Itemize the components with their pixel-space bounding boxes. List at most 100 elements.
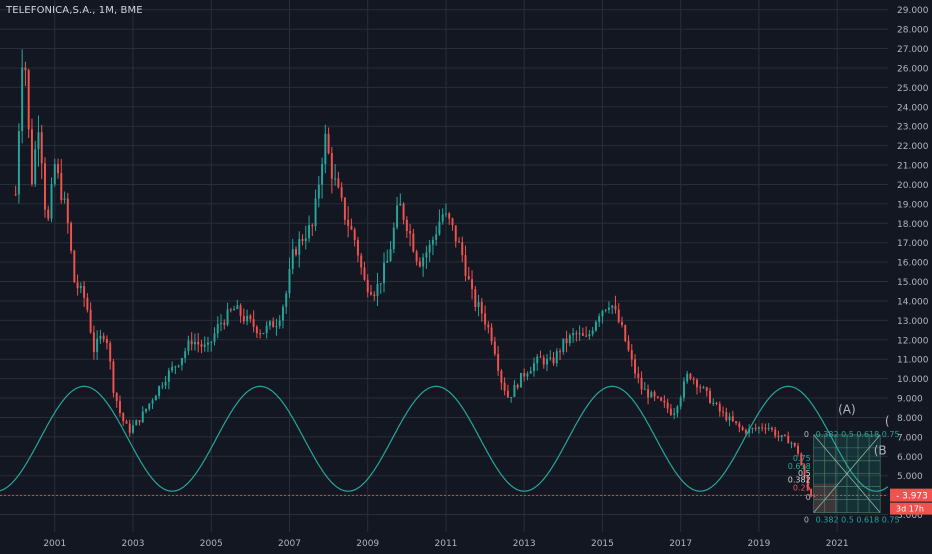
candle-body bbox=[461, 242, 464, 256]
candle-body bbox=[40, 132, 43, 164]
candle-body bbox=[53, 164, 56, 185]
candle-body bbox=[627, 341, 630, 351]
candle-body bbox=[591, 330, 594, 335]
y-tick-label: 25.000 bbox=[897, 84, 929, 94]
candle-body bbox=[484, 313, 487, 325]
x-tick-label: 2013 bbox=[513, 539, 536, 549]
candle-body bbox=[549, 357, 552, 359]
candle-body bbox=[161, 385, 164, 387]
candle-body bbox=[177, 365, 180, 367]
candle-body bbox=[744, 430, 747, 434]
candle-body bbox=[588, 334, 591, 337]
candle-body bbox=[405, 219, 408, 232]
y-tick-label: 18.000 bbox=[897, 220, 929, 230]
candle-body bbox=[30, 129, 33, 185]
candle-body bbox=[601, 310, 604, 317]
candle-body bbox=[539, 356, 542, 358]
sine-cycle-line bbox=[0, 385, 889, 492]
candle-body bbox=[431, 239, 434, 245]
candle-body bbox=[259, 333, 262, 335]
candle-body bbox=[510, 396, 513, 398]
candle-body bbox=[529, 370, 532, 374]
candle-body bbox=[171, 366, 174, 371]
candle-body bbox=[474, 289, 477, 308]
candle-body bbox=[813, 496, 816, 498]
y-tick-label: 6.000 bbox=[897, 453, 923, 463]
candle-body bbox=[370, 291, 372, 295]
fib-level-label: 0.618 bbox=[788, 462, 811, 471]
candle-body bbox=[216, 323, 219, 334]
candle-body bbox=[712, 402, 715, 404]
candle-body bbox=[731, 416, 734, 422]
y-tick-label: 12.000 bbox=[897, 336, 929, 346]
candle-body bbox=[718, 404, 721, 412]
y-tick-label: 20.000 bbox=[897, 181, 929, 191]
candle-body bbox=[787, 435, 790, 444]
candle-body bbox=[314, 198, 317, 227]
candle-body bbox=[184, 351, 187, 359]
candle-body bbox=[207, 342, 209, 345]
candle-body bbox=[425, 252, 428, 258]
candle-body bbox=[568, 335, 571, 344]
candle-body bbox=[356, 240, 359, 256]
candle-body bbox=[135, 420, 138, 426]
candle-body bbox=[226, 309, 229, 325]
candle-body bbox=[559, 351, 562, 353]
candle-body bbox=[806, 477, 809, 490]
candle-body bbox=[490, 327, 493, 342]
fib-level-label: 0.382 bbox=[788, 476, 811, 485]
candle-body bbox=[268, 321, 271, 326]
y-tick-label: 11.000 bbox=[897, 356, 929, 366]
candle-body bbox=[327, 133, 330, 154]
y-tick-label: 29.000 bbox=[897, 6, 929, 16]
candle-body bbox=[24, 67, 27, 71]
candle-body bbox=[14, 194, 17, 196]
candle-body bbox=[174, 366, 177, 368]
candle-body bbox=[722, 411, 725, 413]
candle-body bbox=[275, 326, 278, 328]
candle-body bbox=[396, 205, 399, 228]
candle-body bbox=[187, 340, 190, 352]
candle-body bbox=[236, 305, 239, 309]
candle-body bbox=[647, 389, 650, 398]
candle-body bbox=[565, 338, 568, 344]
candle-body bbox=[493, 341, 496, 355]
candle-body bbox=[526, 373, 529, 377]
y-tick-label: 23.000 bbox=[897, 123, 929, 133]
candle-body bbox=[438, 221, 441, 235]
wave-label-c: ( bbox=[885, 414, 890, 428]
candle-body bbox=[506, 390, 509, 398]
candle-body bbox=[353, 229, 356, 241]
candle-body bbox=[125, 421, 128, 424]
candle-body bbox=[50, 184, 53, 219]
y-tick-label: 21.000 bbox=[897, 162, 929, 172]
candle-body bbox=[164, 381, 167, 386]
y-tick-label: 16.000 bbox=[897, 259, 929, 269]
countdown-label: 3d 17h bbox=[896, 505, 924, 514]
candle-body bbox=[324, 133, 327, 165]
candle-body bbox=[233, 308, 236, 311]
candle-body bbox=[89, 309, 92, 333]
fib-level-label: 0.25 bbox=[793, 483, 811, 492]
candle-body bbox=[643, 389, 646, 391]
candle-body bbox=[448, 213, 451, 219]
fib-level-label: 0.5 bbox=[798, 469, 811, 478]
candle-body bbox=[154, 395, 157, 401]
candle-body bbox=[793, 442, 796, 446]
candle-body bbox=[640, 377, 643, 390]
candle-body bbox=[764, 428, 767, 430]
candle-body bbox=[692, 378, 695, 380]
fib-bottom-zero: 0 bbox=[804, 515, 809, 524]
candle-body bbox=[738, 423, 741, 428]
candle-body bbox=[572, 333, 575, 336]
x-tick-label: 2017 bbox=[669, 539, 692, 549]
candle-body bbox=[555, 351, 558, 364]
candle-body bbox=[673, 413, 676, 415]
candle-body bbox=[790, 442, 793, 444]
candle-body bbox=[761, 427, 764, 429]
candle-body bbox=[118, 400, 121, 413]
candle-body bbox=[47, 209, 50, 219]
candle-body bbox=[513, 384, 516, 397]
